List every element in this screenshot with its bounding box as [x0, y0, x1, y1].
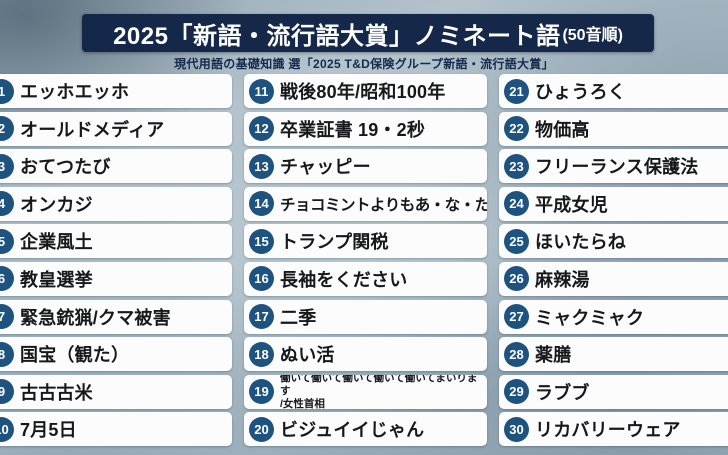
item-number-badge: 15 — [249, 228, 274, 254]
item-label: 企業風土 — [20, 232, 93, 253]
list-item: 20 ビジュイイじゃん — [244, 412, 487, 447]
item-label: おてつたび — [20, 157, 111, 178]
item-label: チョコミントよりもあ・な・た — [280, 196, 487, 214]
item-number-badge: 18 — [249, 341, 274, 367]
list-item: 12 卒業証書 19・2秒 — [244, 111, 487, 146]
list-item: 19 働いて働いて働いて働いて働いてまいります /女性首相 — [244, 374, 487, 409]
list-item: 3 おてつたび — [0, 149, 232, 184]
item-number-badge: 20 — [249, 416, 274, 442]
item-number-badge: 27 — [504, 304, 529, 330]
item-number-badge: 5 — [0, 228, 14, 254]
list-item: 21 ひょうろく — [499, 74, 728, 108]
title-banner: 2025「新語・流行語大賞」ノミネート語 (50音順) — [82, 14, 654, 52]
list-item: 23 フリーランス保護法 — [499, 149, 728, 184]
list-item: 4 オンカジ — [0, 186, 232, 221]
item-label: 働いて働いて働いて働いて働いてまいります /女性首相 — [280, 374, 478, 409]
item-label: 卒業証書 19・2秒 — [280, 119, 426, 140]
item-number-badge: 6 — [0, 266, 14, 292]
list-item: 10 7月5日 — [0, 412, 232, 447]
item-number-badge: 3 — [0, 153, 14, 179]
item-label: 平成女児 — [535, 194, 608, 215]
list-item: 15 トランプ関税 — [244, 224, 487, 259]
list-item: 7 緊急銃猟/クマ被害 — [0, 299, 232, 334]
list-item: 6 教皇選挙 — [0, 261, 232, 296]
list-item: 29 ラブブ — [499, 374, 728, 409]
item-number-badge: 11 — [249, 78, 274, 104]
item-label: ぬい活 — [280, 345, 335, 366]
item-number-badge: 17 — [249, 304, 274, 330]
list-item: 11 戦後80年/昭和100年 — [244, 74, 487, 108]
item-label: ビジュイイじゃん — [280, 420, 425, 441]
item-label: ミャクミャク — [535, 307, 645, 328]
item-number-badge: 22 — [504, 116, 529, 142]
item-number-badge: 2 — [0, 116, 14, 142]
item-number-badge: 21 — [504, 78, 529, 104]
item-number-badge: 30 — [504, 416, 529, 442]
item-label: チャッピー — [280, 157, 371, 178]
item-label: 物価高 — [535, 119, 590, 140]
list-item: 17 二季 — [244, 299, 487, 334]
item-label: フリーランス保護法 — [535, 157, 699, 178]
item-label: ラブブ — [535, 382, 590, 403]
column-left: 1 エッホエッホ 2 オールドメディア 3 おてつたび 4 オンカジ 5 企業風… — [0, 74, 232, 450]
item-number-badge: 14 — [249, 191, 274, 217]
item-label: 戦後80年/昭和100年 — [280, 82, 446, 102]
item-label: 国宝（観た） — [20, 345, 130, 366]
list-item: 1 エッホエッホ — [0, 74, 232, 108]
list-item: 25 ほいたらね — [499, 224, 728, 259]
list-item: 2 オールドメディア — [0, 111, 232, 146]
item-label: トランプ関税 — [280, 232, 389, 253]
list-item: 13 チャッピー — [244, 149, 487, 184]
item-label: 薬膳 — [535, 345, 572, 366]
page-title-suffix: (50音順) — [562, 27, 623, 44]
item-label: 7月5日 — [20, 420, 77, 441]
item-label: 緊急銃猟/クマ被害 — [20, 307, 171, 328]
column-middle: 11 戦後80年/昭和100年 12 卒業証書 19・2秒 13 チャッピー 1… — [244, 74, 487, 450]
list-item: 30 リカバリーウェア — [499, 412, 728, 447]
list-item: 8 国宝（観た） — [0, 337, 232, 372]
item-number-badge: 24 — [504, 191, 529, 217]
item-number-badge: 1 — [0, 78, 14, 104]
item-number-badge: 9 — [0, 379, 14, 405]
item-number-badge: 19 — [249, 379, 274, 405]
item-label: ひょうろく — [535, 82, 626, 102]
list-item: 18 ぬい活 — [244, 337, 487, 372]
item-number-badge: 7 — [0, 304, 14, 330]
item-number-badge: 23 — [504, 153, 529, 179]
item-label: 二季 — [280, 307, 317, 328]
item-label: 教皇選挙 — [20, 269, 93, 290]
item-label: 古古古米 — [20, 382, 93, 403]
subtitle: 現代用語の基礎知識 選「2025 T&D保険グループ新語・流行語大賞」 — [174, 57, 554, 71]
item-number-badge: 12 — [249, 116, 274, 142]
item-number-badge: 28 — [504, 341, 529, 367]
item-number-badge: 4 — [0, 191, 14, 217]
item-number-badge: 10 — [0, 416, 14, 442]
item-number-badge: 13 — [249, 153, 274, 179]
list-item: 14 チョコミントよりもあ・な・た — [244, 186, 487, 221]
page-title: 2025「新語・流行語大賞」ノミネート語 — [113, 22, 561, 50]
list-item: 22 物価高 — [499, 111, 728, 146]
item-label: オンカジ — [20, 194, 93, 215]
item-label: 麻辣湯 — [535, 269, 590, 290]
item-label: オールドメディア — [20, 119, 165, 140]
item-label: エッホエッホ — [20, 82, 130, 102]
list-item: 5 企業風土 — [0, 224, 232, 259]
item-number-badge: 16 — [249, 266, 274, 292]
list-item: 28 薬膳 — [499, 337, 728, 372]
item-label: ほいたらね — [535, 232, 626, 253]
item-number-badge: 26 — [504, 266, 529, 292]
item-label: リカバリーウェア — [535, 420, 681, 441]
item-number-badge: 8 — [0, 341, 14, 367]
list-item: 27 ミャクミャク — [499, 299, 728, 334]
item-number-badge: 25 — [504, 228, 529, 254]
item-label: 長袖をください — [280, 269, 408, 290]
list-item: 9 古古古米 — [0, 374, 232, 409]
item-number-badge: 29 — [504, 379, 529, 405]
list-item: 26 麻辣湯 — [499, 261, 728, 296]
column-right: 21 ひょうろく 22 物価高 23 フリーランス保護法 24 平成女児 25 … — [499, 74, 728, 450]
list-item: 16 長袖をください — [244, 261, 487, 296]
list-item: 24 平成女児 — [499, 186, 728, 221]
